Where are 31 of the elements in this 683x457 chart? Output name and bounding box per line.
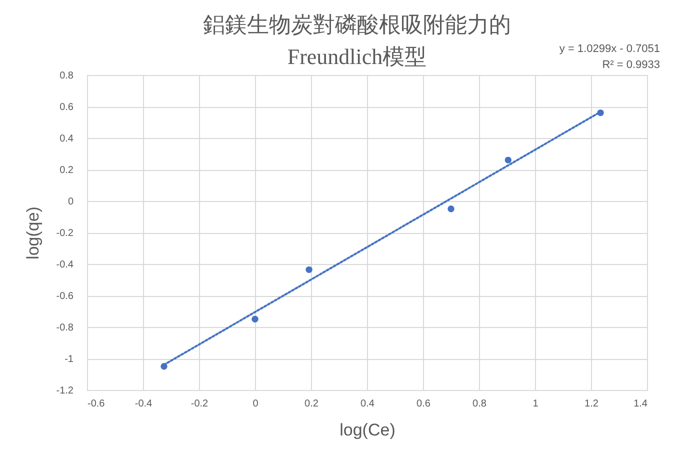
x-tick-label: 0.6 [416, 398, 431, 410]
x-tick-label: 1.2 [584, 398, 599, 410]
x-axis-title: log(Ce) [340, 420, 396, 440]
y-tick-label: -0.2 [56, 228, 74, 239]
y-tick-label: 0 [68, 196, 74, 208]
x-tick-label: -0.4 [134, 398, 153, 410]
y-tick-label: 0.4 [60, 134, 74, 144]
y-tick-label: -1 [64, 354, 74, 365]
x-tick-label: 1 [532, 398, 539, 410]
y-tick-label: 0.8 [60, 70, 74, 82]
x-tick-label: 1.4 [634, 398, 648, 410]
text: R² = 0.9933 [602, 59, 660, 71]
point [504, 156, 512, 164]
point [306, 266, 312, 274]
x-tick-label: 0.4 [360, 398, 375, 410]
x-tick-label: 0.8 [472, 398, 487, 410]
y-tick-label: 0.6 [60, 102, 74, 113]
y-axis-title: log(qe) [23, 206, 42, 260]
y-tick-label: -0.6 [56, 291, 74, 302]
y-tick-label: -0.4 [56, 260, 74, 270]
x-tick-label: -0.2 [190, 398, 209, 410]
y-tick-label: -0.8 [56, 322, 74, 334]
y-tick-label: -1.2 [56, 386, 74, 396]
x-tick-label: -0.6 [88, 398, 106, 410]
point [252, 316, 258, 322]
chart-title: 鋁鎂生物炭對磷酸根吸附能力的 Freundlich模型 [203, 12, 511, 69]
y-tick-label: 0.2 [60, 165, 74, 176]
point [448, 206, 454, 212]
x-tick-label: 0 [252, 398, 259, 410]
x-tick-label: 0.2 [304, 398, 319, 410]
text: y = 1.0299x - 0.7051 [559, 43, 660, 55]
